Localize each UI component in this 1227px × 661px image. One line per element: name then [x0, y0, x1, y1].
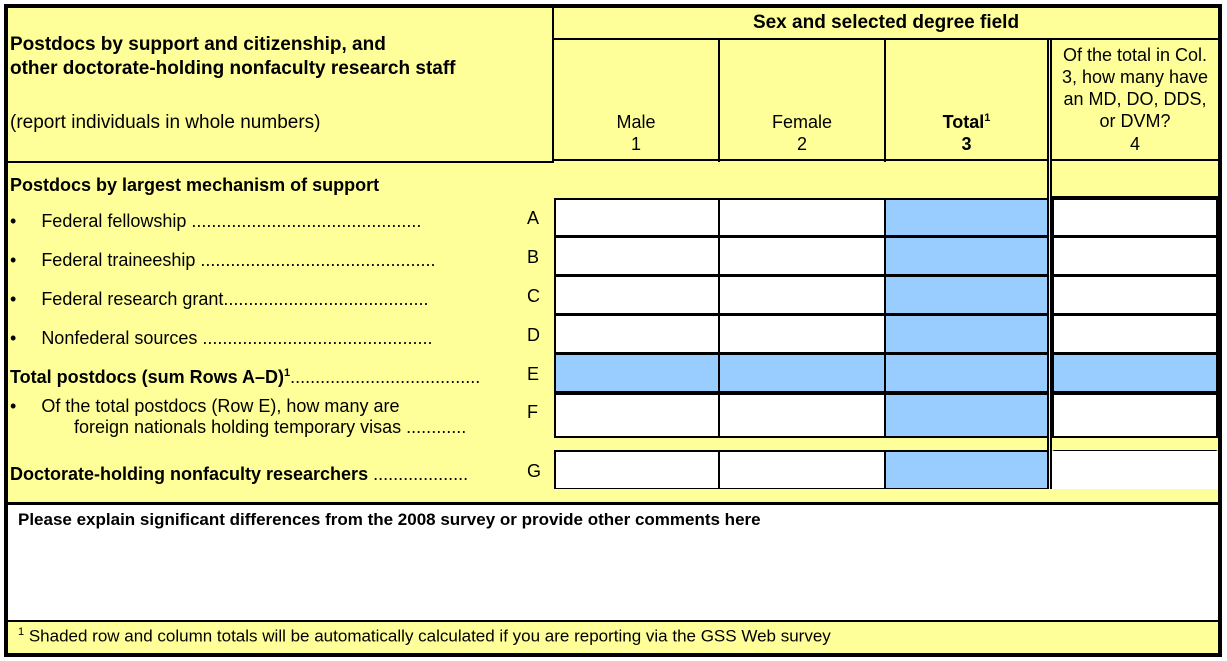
- input-row-a-col-3: [884, 198, 1049, 237]
- row-letter: B: [527, 247, 540, 267]
- title-line-2: other doctorate-holding nonfaculty resea…: [10, 58, 456, 79]
- row-letter: G: [527, 461, 542, 481]
- input-row-e-col-4: [1052, 353, 1218, 393]
- row-label-b: • Federal traineeship ..................…: [10, 250, 436, 270]
- input-row-e-col-3: [884, 353, 1049, 393]
- footnote-ref: 1: [984, 112, 991, 124]
- comments-textarea[interactable]: Please explain significant differences f…: [8, 502, 1218, 622]
- row-letter: C: [527, 286, 540, 306]
- column-number: 2: [796, 134, 807, 154]
- column-label: Total: [942, 112, 985, 132]
- input-row-e-col-2: [718, 353, 886, 393]
- row-letter: A: [527, 208, 540, 228]
- row-label-f: • Of the total postdocs (Row E), how man…: [10, 396, 467, 437]
- input-row-b-col-1[interactable]: [554, 236, 720, 276]
- input-row-c-col-2[interactable]: [718, 275, 886, 315]
- input-row-c-col-4[interactable]: [1052, 275, 1218, 315]
- row-label-d: • Nonfederal sources ...................…: [10, 328, 433, 348]
- divider: [1052, 196, 1218, 198]
- column-number: 4: [1129, 134, 1140, 154]
- column-number: 3: [961, 134, 972, 154]
- row-letter: E: [527, 364, 540, 384]
- input-row-a-col-2[interactable]: [718, 198, 886, 237]
- column-label: Male: [616, 112, 656, 132]
- row-label-e: Total postdocs (sum Rows A–D)1..........…: [10, 367, 481, 387]
- title-line-1: Postdocs by support and citizenship, and: [10, 34, 386, 55]
- column-number: 1: [630, 134, 641, 154]
- input-row-b-col-4[interactable]: [1052, 236, 1218, 276]
- column-header-md: Of the total in Col. 3, how many have an…: [1052, 40, 1218, 161]
- column-header-total: Total1 3: [886, 40, 1047, 161]
- input-row-g-col-3: [884, 450, 1049, 490]
- section-label: Postdocs by largest mechanism of support: [10, 175, 380, 195]
- input-row-d-col-2[interactable]: [718, 314, 886, 354]
- input-row-f-col-1[interactable]: [554, 393, 720, 438]
- input-row-e-col-1: [554, 353, 720, 393]
- input-row-f-col-4[interactable]: [1052, 393, 1218, 438]
- divider: [718, 38, 720, 162]
- row-label-c: • Federal research grant................…: [10, 289, 429, 309]
- form-title: Postdocs by support and citizenship, and…: [10, 33, 456, 81]
- input-row-f-col-2[interactable]: [718, 393, 886, 438]
- comments-label: Please explain significant differences f…: [18, 510, 761, 529]
- input-row-c-col-1[interactable]: [554, 275, 720, 315]
- input-row-c-col-3: [884, 275, 1049, 315]
- divider: [8, 161, 552, 163]
- spacer: [8, 489, 1218, 499]
- input-row-g-col-4[interactable]: [1052, 450, 1218, 490]
- divider: [884, 38, 886, 162]
- row-label-a: • Federal fellowship ...................…: [10, 211, 422, 231]
- row-label-g: Doctorate-holding nonfaculty researchers…: [10, 464, 469, 484]
- row-letter: F: [527, 402, 538, 422]
- row-letter: D: [527, 325, 540, 345]
- column-header-male: Male 1: [554, 40, 718, 161]
- input-row-b-col-2[interactable]: [718, 236, 886, 276]
- column-label: Female: [771, 112, 833, 132]
- input-row-d-col-1[interactable]: [554, 314, 720, 354]
- column-label: Of the total in Col. 3, how many have an…: [1061, 45, 1209, 131]
- footnote: 1 Shaded row and column totals will be a…: [18, 626, 831, 646]
- input-row-f-col-3: [884, 393, 1049, 438]
- instruction-text: (report individuals in whole numbers): [10, 112, 321, 133]
- input-row-g-col-1[interactable]: [554, 450, 720, 490]
- input-row-a-col-1[interactable]: [554, 198, 720, 237]
- input-row-g-col-2[interactable]: [718, 450, 886, 490]
- input-row-a-col-4[interactable]: [1052, 198, 1218, 237]
- input-row-d-col-3: [884, 314, 1049, 354]
- column-header-female: Female 2: [720, 40, 884, 161]
- input-row-d-col-4[interactable]: [1052, 314, 1218, 354]
- divider: [1050, 38, 1052, 490]
- column-group-header: Sex and selected degree field: [554, 8, 1218, 40]
- input-row-b-col-3: [884, 236, 1049, 276]
- header-left: [8, 8, 554, 163]
